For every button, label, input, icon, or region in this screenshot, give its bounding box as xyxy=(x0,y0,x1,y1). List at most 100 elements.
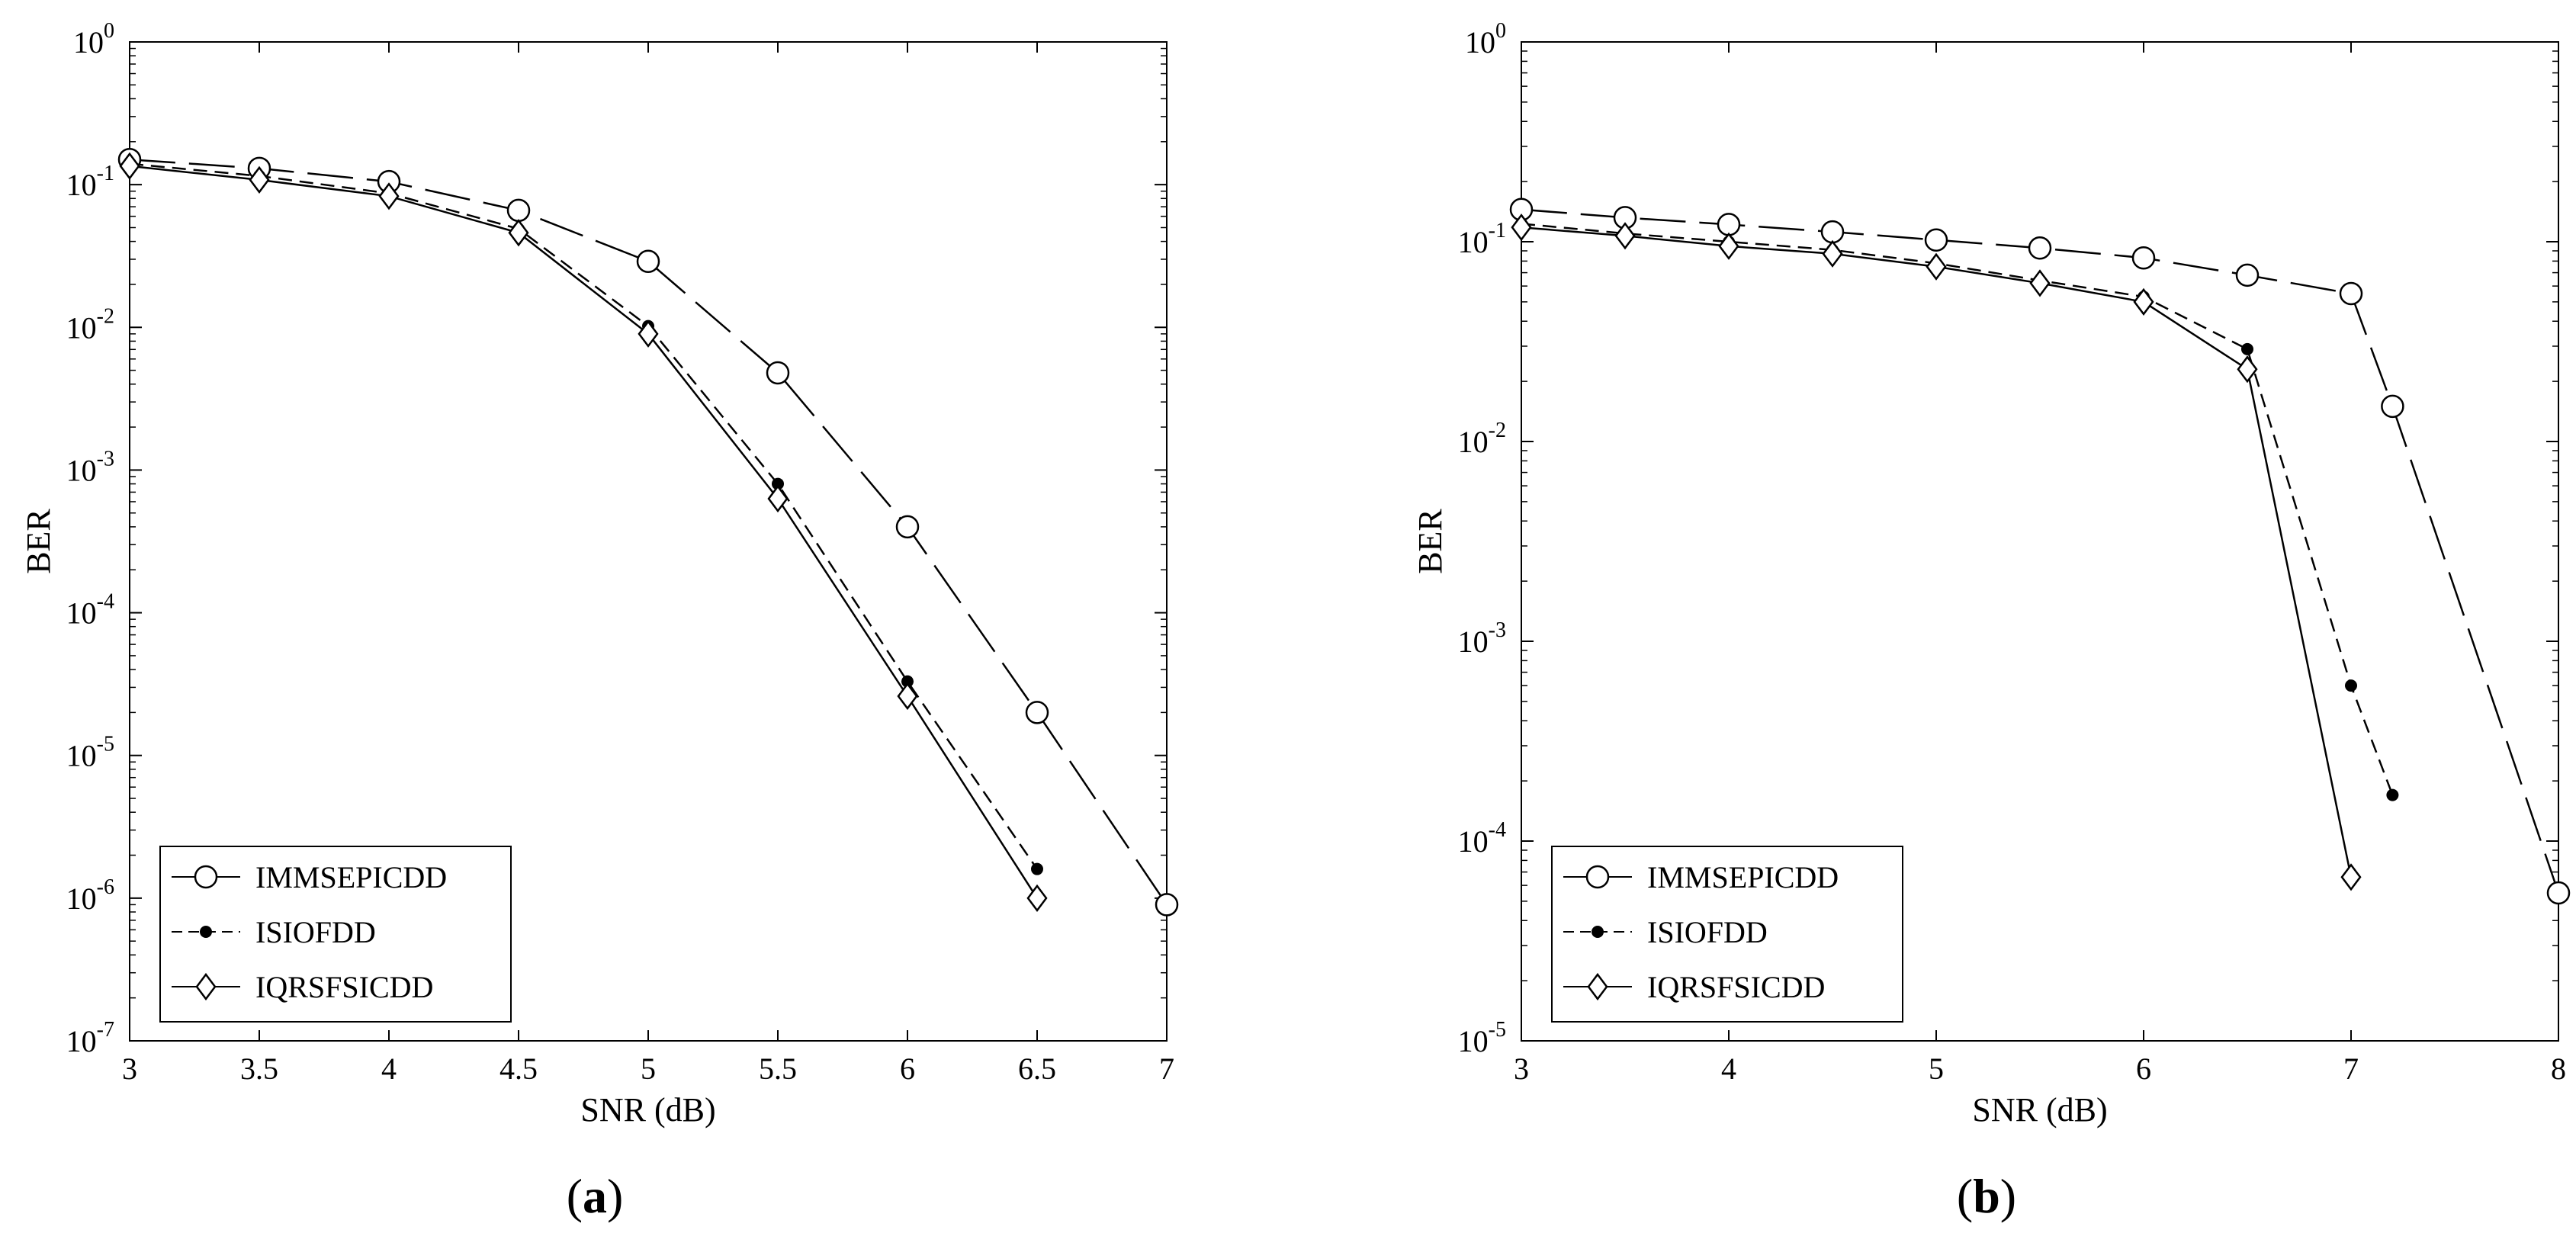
y-tick-exponent: -4 xyxy=(97,590,114,614)
data-point xyxy=(2345,679,2357,692)
y-tick-label: 10-4 xyxy=(1458,818,1506,859)
data-point xyxy=(897,682,918,711)
plot-frame xyxy=(1521,41,2559,1042)
y-tick-base: 10 xyxy=(66,453,97,487)
data-point xyxy=(1511,214,1532,242)
y-tick-label: 10-3 xyxy=(1458,618,1506,659)
y-tick-exponent: -5 xyxy=(1489,1018,1506,1042)
y-tick-base: 10 xyxy=(66,881,97,916)
y-axis-label: BER xyxy=(1412,509,1449,574)
panel-label-letter: a xyxy=(583,1169,607,1223)
y-tick-label: 10-2 xyxy=(66,304,114,345)
x-tick-label: 3 xyxy=(122,1052,137,1086)
x-tick-label: 4.5 xyxy=(499,1052,538,1086)
x-tick-label: 4 xyxy=(381,1052,397,1086)
legend-label: IMMSEPICDD xyxy=(1647,860,1839,894)
panel-label-close: ) xyxy=(607,1169,623,1223)
y-tick-exponent: -2 xyxy=(97,304,114,328)
data-point xyxy=(119,152,140,180)
legend-label: IMMSEPICDD xyxy=(255,860,447,894)
y-tick-exponent: -5 xyxy=(97,733,114,756)
y-tick-label: 100 xyxy=(73,19,114,59)
data-point xyxy=(2339,281,2363,306)
series-line xyxy=(1521,226,2353,878)
legend: IMMSEPICDD ISIOFDD IQRSFSICDD xyxy=(1551,846,1903,1023)
data-point xyxy=(767,484,789,513)
y-tick-base: 10 xyxy=(66,739,97,773)
legend-marker xyxy=(200,926,212,938)
x-tick-label: 5 xyxy=(1929,1052,1944,1086)
y-tick-base: 10 xyxy=(1458,625,1489,659)
y-tick-exponent: -1 xyxy=(97,162,114,185)
y-tick-base: 10 xyxy=(1458,1024,1489,1058)
y-tick-base: 10 xyxy=(73,25,104,59)
data-point xyxy=(508,219,529,247)
x-tick-label: 6.5 xyxy=(1018,1052,1056,1086)
y-tick-label: 10-6 xyxy=(66,875,114,916)
series-line xyxy=(1521,208,2560,894)
data-point xyxy=(766,361,790,385)
legend: IMMSEPICDD ISIOFDD IQRSFSICDD xyxy=(159,846,512,1023)
y-tick-label: 10-4 xyxy=(66,590,114,631)
y-tick-exponent: -3 xyxy=(1489,618,1506,642)
data-point xyxy=(2133,287,2154,316)
panel-label-open: ( xyxy=(1957,1169,1973,1223)
series-IQRSFSICDD xyxy=(119,152,1048,912)
y-tick-base: 10 xyxy=(66,596,97,631)
x-tick-label: 5.5 xyxy=(759,1052,797,1086)
x-tick-label: 3.5 xyxy=(240,1052,278,1086)
y-tick-exponent: -7 xyxy=(97,1018,114,1042)
data-point xyxy=(895,515,920,539)
data-point xyxy=(2340,863,2362,891)
data-point xyxy=(1031,862,1043,875)
chart-panel-a: 3 3.5 4 4.5 5 5.5 6 6.5 710010-110-210-310-410-5… xyxy=(20,19,1179,1223)
y-tick-base: 10 xyxy=(1465,25,1495,59)
series-line xyxy=(1521,223,2394,796)
data-point xyxy=(1924,228,1948,252)
y-tick-label: 10-1 xyxy=(1458,219,1506,259)
data-point xyxy=(1614,222,1636,250)
legend-label: ISIOFDD xyxy=(255,915,376,949)
y-tick-exponent: -2 xyxy=(1489,419,1506,442)
legend-marker xyxy=(195,972,217,1001)
y-tick-label: 10-3 xyxy=(66,447,114,487)
data-point xyxy=(1155,893,1179,917)
data-point xyxy=(1025,701,1049,724)
x-tick-label: 6 xyxy=(900,1052,915,1086)
x-tick-label: 5 xyxy=(641,1052,656,1086)
y-tick-label: 100 xyxy=(1465,19,1506,59)
y-tick-exponent: -6 xyxy=(97,875,114,899)
data-point xyxy=(2237,355,2258,384)
legend-marker xyxy=(1585,865,1610,889)
y-tick-base: 10 xyxy=(1458,824,1489,859)
y-tick-base: 10 xyxy=(1458,425,1489,459)
data-point xyxy=(2028,236,2052,260)
y-tick-base: 10 xyxy=(1458,225,1489,259)
y-tick-label: 10-1 xyxy=(66,162,114,202)
legend-marker xyxy=(1587,972,1608,1001)
series-line xyxy=(129,165,1039,899)
y-tick-base: 10 xyxy=(66,1024,97,1058)
data-point xyxy=(2381,394,2404,419)
y-tick-exponent: -1 xyxy=(1489,219,1506,242)
x-axis-label: SNR (dB) xyxy=(580,1091,715,1129)
x-tick-label: 8 xyxy=(2551,1052,2566,1086)
series-line xyxy=(129,162,1039,870)
y-tick-label: 10-2 xyxy=(1458,419,1506,459)
x-tick-label: 6 xyxy=(2136,1052,2151,1086)
data-point xyxy=(2546,881,2571,905)
y-axis-label: BER xyxy=(20,509,57,574)
series-IQRSFSICDD xyxy=(1511,214,2362,891)
panel-label-open: ( xyxy=(567,1169,583,1223)
y-tick-base: 10 xyxy=(66,168,97,202)
legend-marker xyxy=(194,865,218,889)
legend-marker xyxy=(1592,926,1604,938)
data-point xyxy=(901,675,914,688)
y-tick-exponent: 0 xyxy=(1495,19,1506,43)
x-axis-label: SNR (dB) xyxy=(1972,1091,2107,1129)
data-point xyxy=(638,319,659,348)
y-tick-exponent: -4 xyxy=(1489,818,1506,842)
data-point xyxy=(1718,232,1739,260)
